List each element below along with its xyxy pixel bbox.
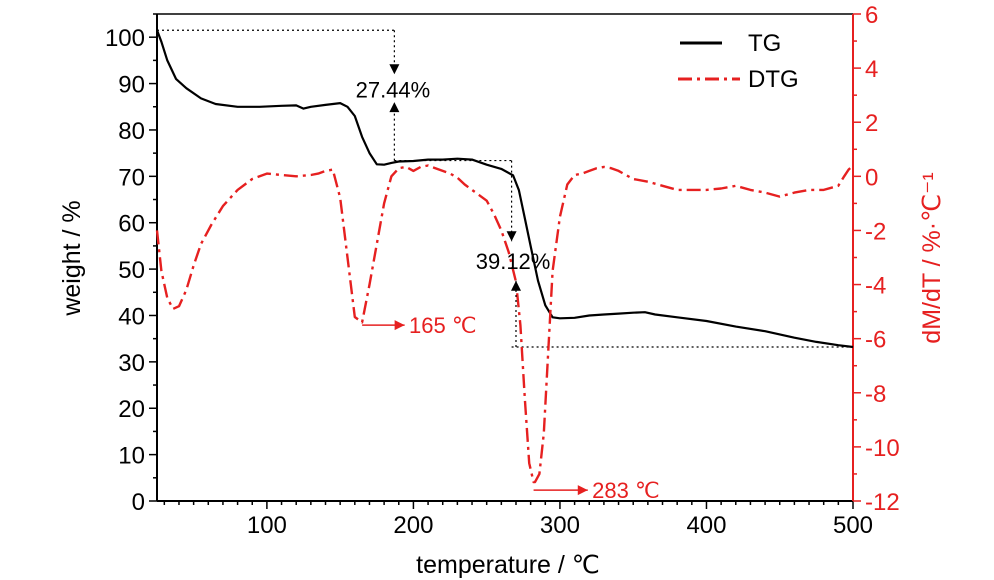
- y-right-tick-label: 2: [865, 110, 878, 137]
- y-left-tick-label: 50: [118, 257, 145, 284]
- arrow-head: [510, 280, 521, 291]
- arrow-head: [394, 320, 405, 331]
- peak-label-283: 283 ℃: [592, 478, 660, 503]
- y-right-tick-label: 0: [865, 164, 878, 191]
- x-axis-title: temperature / ℃: [416, 551, 600, 579]
- y-right-axis-title: dM/dT / %·℃⁻¹: [918, 172, 946, 343]
- x-tick-label: 300: [540, 512, 580, 539]
- series-line-tg: [155, 29, 854, 349]
- y-right-tick-label: -2: [865, 218, 886, 245]
- y-right-tick-label: -8: [865, 381, 886, 408]
- x-tick-label: 400: [686, 512, 726, 539]
- y-right-tick-label: 6: [865, 2, 878, 29]
- y-left-tick-label: 100: [105, 25, 145, 52]
- legend-label-tg: TG: [748, 30, 781, 57]
- x-tick-label: 200: [393, 512, 433, 539]
- legend-label-dtg: DTG: [748, 66, 799, 93]
- y-right-axis-ticks: -12 -10 -8 -6 -4 -2 0 2 4 6: [853, 2, 900, 516]
- peak-label-165: 165 ℃: [409, 313, 477, 338]
- arrow-head: [506, 231, 517, 242]
- arrow-head: [389, 102, 400, 113]
- data-series: [155, 29, 854, 484]
- mass-loss-label-1: 27.44%: [356, 77, 431, 102]
- y-left-tick-label: 10: [118, 443, 145, 470]
- y-left-tick-label: 60: [118, 211, 145, 238]
- y-left-tick-label: 90: [118, 72, 145, 99]
- y-right-tick-label: -10: [865, 435, 900, 462]
- y-left-tick-label: 30: [118, 350, 145, 377]
- x-tick-label: 100: [247, 512, 287, 539]
- reference-lines: [157, 29, 853, 348]
- mass-loss-label-2: 39.12%: [476, 249, 551, 274]
- y-left-tick-label: 0: [132, 489, 145, 516]
- y-left-tick-label: 70: [118, 164, 145, 191]
- y-right-tick-label: -4: [865, 273, 886, 300]
- y-left-axis-title: weight / %: [58, 200, 86, 316]
- arrow-head: [577, 485, 588, 496]
- arrow-head: [389, 64, 400, 75]
- y-left-tick-label: 40: [118, 303, 145, 330]
- x-tick-label: 500: [833, 512, 873, 539]
- y-left-tick-label: 20: [118, 396, 145, 423]
- y-right-tick-label: -6: [865, 327, 886, 354]
- annotations: 27.44% 39.12% 165 ℃ 283 ℃: [356, 30, 660, 503]
- series-line-dtg: [155, 164, 854, 484]
- x-axis-ticks: 100 200 300 400 500: [163, 501, 873, 539]
- y-right-tick-label: 4: [865, 56, 878, 83]
- y-left-axis-ticks: 0 10 20 30 40 50 60 70 80 90 100: [105, 13, 157, 516]
- y-right-tick-label: -12: [865, 489, 900, 516]
- legend: TG DTG: [678, 30, 799, 93]
- y-left-tick-label: 80: [118, 118, 145, 145]
